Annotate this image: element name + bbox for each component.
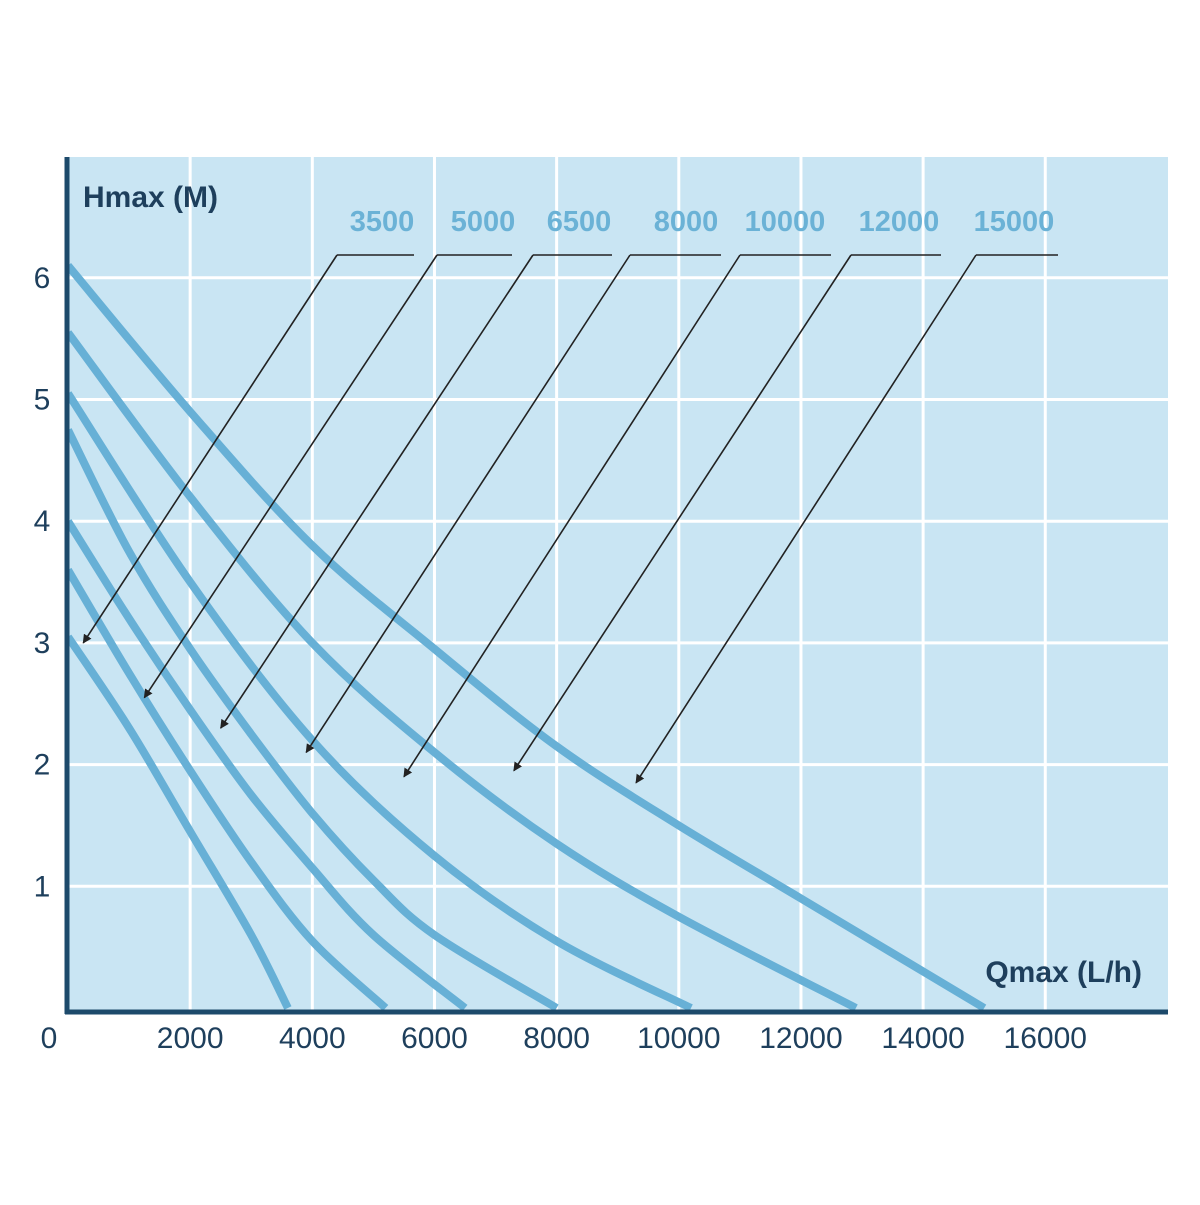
series-label-8000: 8000 [654, 206, 719, 238]
gridlines [67, 157, 1168, 1012]
series-labels: 3500 5000 6500 8000 10000 12000 15000 [350, 206, 1055, 238]
x-tick-label-6000: 6000 [401, 1022, 468, 1055]
y-tick-label-1: 1 [34, 870, 51, 903]
plot-background [67, 157, 1168, 1012]
series-label-3500: 3500 [350, 206, 415, 238]
curve-5000 [64, 567, 389, 1011]
pointer-arrow-15000 [635, 254, 977, 784]
pointer-arrow-8000 [305, 254, 631, 754]
x-tick-label-2000: 2000 [157, 1022, 224, 1055]
pointer-arrow-10000 [403, 254, 741, 778]
y-tick-label-6: 6 [34, 262, 51, 295]
pointer-arrow-6500 [220, 254, 534, 729]
series-label-10000: 10000 [745, 206, 826, 238]
series-label-12000: 12000 [859, 206, 940, 238]
performance-curves [64, 263, 987, 1012]
pointer-arrow-5000 [143, 254, 438, 699]
x-tick-label-12000: 12000 [759, 1022, 842, 1055]
curve-12000 [64, 330, 858, 1012]
x-tick-label-10000: 10000 [637, 1022, 720, 1055]
y-tick-label-5: 5 [34, 384, 51, 417]
axes [64, 157, 1168, 1015]
curve-10000 [64, 391, 693, 1012]
curve-8000 [64, 428, 559, 1012]
y-tick-label-3: 3 [34, 627, 51, 660]
curve-3500 [64, 634, 292, 1010]
x-tick-label-4000: 4000 [279, 1022, 346, 1055]
x-tick-label-8000: 8000 [523, 1022, 590, 1055]
x-tick-label-0: 0 [41, 1022, 58, 1055]
curve-6500 [64, 519, 468, 1012]
series-label-5000: 5000 [451, 206, 516, 238]
x-tick-label-14000: 14000 [881, 1022, 964, 1055]
curve-15000 [64, 263, 987, 1012]
x-tick-label-16000: 16000 [1004, 1022, 1087, 1055]
series-label-15000: 15000 [974, 206, 1055, 238]
y-tick-label-2: 2 [34, 749, 51, 782]
y-tick-label-4: 4 [34, 505, 51, 538]
label-pointers [82, 254, 1058, 784]
pointer-arrow-12000 [513, 254, 852, 772]
y-axis-title: Hmax (M) [83, 181, 218, 214]
tick-labels: 0 2000 4000 6000 8000 10000 12000 14000 16000 1 2 3… [34, 262, 1087, 1055]
x-axis-title: Qmax (L/h) [985, 956, 1142, 989]
series-label-6500: 6500 [547, 206, 612, 238]
pointer-arrow-3500 [82, 254, 338, 644]
